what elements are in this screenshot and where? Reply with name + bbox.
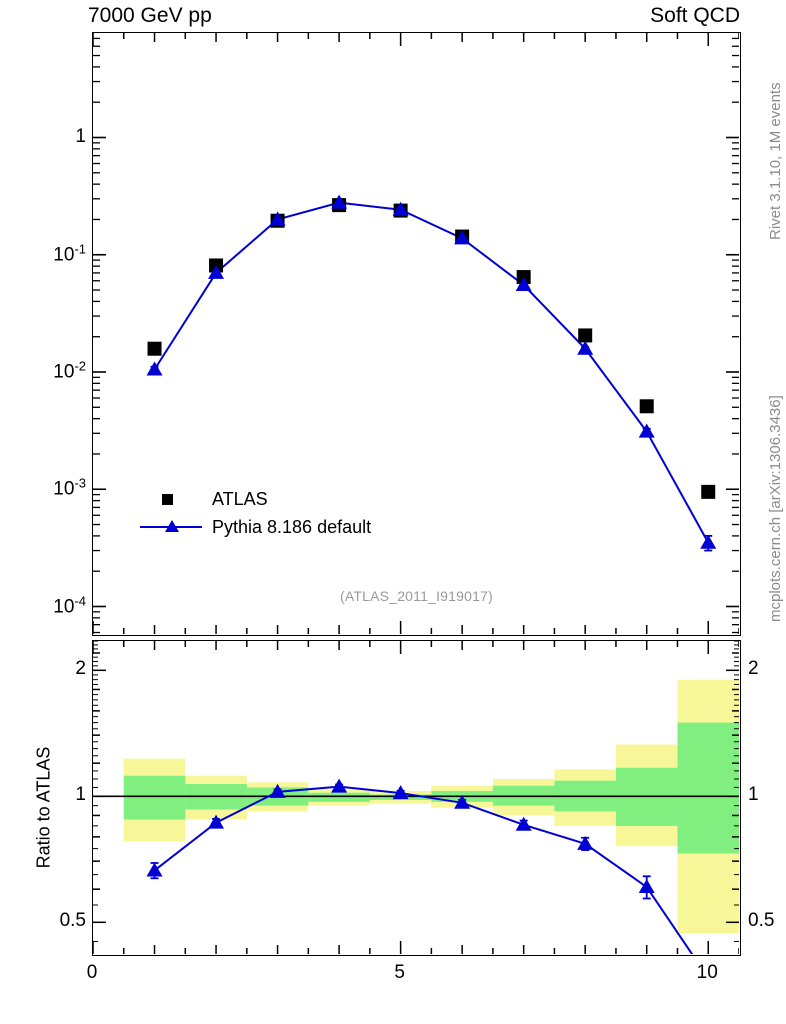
ratio-plot-panel [92,640,741,956]
mc-marker-triangle [331,194,348,209]
analysis-id-watermark: (ATLAS_2011_I919017) [340,588,493,604]
ratio-marker-triangle [577,835,594,850]
mc-marker-triangle [638,423,655,438]
mc-marker-triangle [454,230,471,245]
ratio-marker-triangle [331,778,348,793]
ratio-marker-triangle [454,794,471,809]
data-marker-square [701,484,716,499]
ratio-marker-triangle [392,785,409,800]
main-axis-ticks [93,33,739,634]
y-tick-label-ratio-right: 1 [748,784,759,806]
ratio-curve [153,785,694,954]
mc-marker-triangle [515,277,532,292]
mc-curve [153,201,710,544]
header-analysis-class: Soft QCD [650,4,740,27]
band-inner-cell [677,722,739,854]
band-inner-cell [308,792,370,802]
main-plot-canvas [93,33,739,634]
legend: ATLAS Pythia 8.186 default [140,485,371,541]
mc-marker-triangle [577,340,594,355]
mc-marker-triangle [146,361,163,376]
y-tick-label-ratio: 2 [75,658,86,680]
data-marker-square [147,341,162,356]
ratio-marker-triangle [208,814,225,829]
y-tick-label-ratio: 1 [75,784,86,806]
y-axis-labels-ratio: 2 1 0.5 [0,0,86,1024]
x-tick-label: 0 [86,962,98,983]
y-tick-label-main: 10-4 [53,592,86,618]
legend-label-data: ATLAS [212,488,268,509]
legend-item-data: ATLAS [140,485,371,513]
ratio-marker-triangle [515,816,532,831]
header-beam-energy: 7000 GeV pp [88,4,212,27]
data-points-atlas [147,198,716,499]
ratio-marker-triangle [269,783,286,798]
mc-marker-triangle [392,201,409,216]
y-tick-label-ratio-right: 2 [748,658,759,680]
mc-marker-triangle [700,534,717,549]
mc-points [146,194,717,552]
band-inner-cell [123,775,186,820]
data-marker-square [578,328,593,343]
ratio-marker-triangle [146,862,163,877]
credit-mcplots: mcplots.cern.ch [arXiv:1306.3436] [767,395,784,622]
legend-item-mc: Pythia 8.186 default [140,513,371,541]
y-axis-labels-main: 1 10-1 10-2 10-3 10-4 [0,0,86,1024]
ratio-plot-canvas [93,641,739,954]
x-tick-label: 5 [394,962,405,983]
legend-key-square [140,488,202,510]
legend-label-mc: Pythia 8.186 default [212,516,372,537]
y-tick-label-ratio-right: 0.5 [748,910,775,932]
main-plot-panel [92,32,741,636]
y-tick-label-main: 10-1 [53,241,86,266]
y-tick-label-main: 10-3 [53,475,86,500]
ratio-marker-triangle [638,879,655,894]
data-marker-square [639,399,654,414]
y-tick-label-main: 1 [75,125,86,147]
credit-rivet: Rivet 3.1.10, 1M events [767,82,784,240]
y-tick-label-ratio: 0.5 [59,910,86,932]
x-tick-label: 10 [696,962,718,983]
ratio-points [146,778,655,900]
legend-key-triangle-line [140,516,202,538]
mc-marker-triangle [269,211,286,226]
y-tick-label-main: 10-2 [53,358,86,383]
mc-marker-triangle [208,264,225,279]
